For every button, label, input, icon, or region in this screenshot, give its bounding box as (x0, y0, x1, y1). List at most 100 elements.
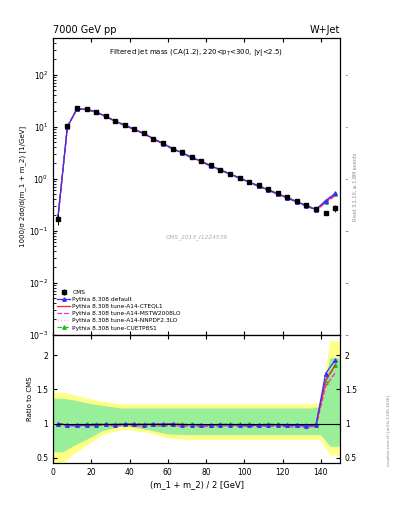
Pythia 8.308 tune-CUETP8S1 (180, 150, 185, 156)
Pythia 8.308 tune-A14-CTEQL1 (103, 113, 108, 119)
Line: Pythia 8.308 tune-CUETP8S1: Pythia 8.308 tune-CUETP8S1 (56, 107, 337, 220)
Line: Pythia 8.308 tune-A14-NNPDF2.3LO: Pythia 8.308 tune-A14-NNPDF2.3LO (58, 109, 335, 219)
Pythia 8.308 default (84, 106, 89, 113)
Pythia 8.308 tune-A14-NNPDF2.3LO (113, 118, 118, 124)
Pythia 8.308 default (295, 199, 299, 205)
Pythia 8.308 tune-A14-MSTW2008LO (75, 106, 79, 112)
Pythia 8.308 tune-CUETP8S1 (65, 123, 70, 130)
Pythia 8.308 default (94, 109, 99, 115)
Pythia 8.308 default (103, 113, 108, 119)
Pythia 8.308 tune-A14-NNPDF2.3LO (237, 175, 242, 181)
Pythia 8.308 tune-A14-CTEQL1 (275, 191, 280, 197)
Pythia 8.308 tune-A14-NNPDF2.3LO (55, 216, 60, 222)
Pythia 8.308 default (123, 122, 127, 128)
Pythia 8.308 tune-A14-NNPDF2.3LO (161, 141, 165, 147)
Pythia 8.308 tune-A14-CTEQL1 (132, 126, 137, 133)
Text: Filtered jet mass (CA(1.2), 220<p$_\mathregular{T}$<300, |y|<2.5): Filtered jet mass (CA(1.2), 220<p$_\math… (110, 47, 283, 58)
X-axis label: (m_1 + m_2) / 2 [GeV]: (m_1 + m_2) / 2 [GeV] (149, 480, 244, 489)
Text: CMS_2013_I1224539: CMS_2013_I1224539 (165, 234, 228, 240)
Pythia 8.308 tune-A14-CTEQL1 (170, 145, 175, 152)
Pythia 8.308 tune-A14-NNPDF2.3LO (304, 203, 309, 209)
Pythia 8.308 tune-A14-CTEQL1 (84, 106, 89, 113)
Pythia 8.308 tune-A14-NNPDF2.3LO (266, 187, 271, 193)
Pythia 8.308 tune-A14-NNPDF2.3LO (285, 195, 290, 201)
Pythia 8.308 tune-A14-MSTW2008LO (161, 141, 165, 147)
Pythia 8.308 tune-A14-NNPDF2.3LO (333, 192, 338, 198)
Pythia 8.308 tune-A14-MSTW2008LO (94, 109, 99, 115)
Pythia 8.308 tune-A14-CTEQL1 (123, 122, 127, 128)
Pythia 8.308 tune-CUETP8S1 (151, 136, 156, 142)
Y-axis label: Ratio to CMS: Ratio to CMS (27, 377, 33, 421)
Pythia 8.308 tune-CUETP8S1 (256, 183, 261, 189)
Pythia 8.308 default (199, 158, 204, 164)
Pythia 8.308 default (151, 136, 156, 142)
Pythia 8.308 tune-A14-NNPDF2.3LO (323, 200, 328, 206)
Pythia 8.308 default (141, 131, 146, 137)
Pythia 8.308 tune-CUETP8S1 (75, 105, 79, 112)
Pythia 8.308 tune-A14-MSTW2008LO (151, 136, 156, 142)
Pythia 8.308 tune-A14-NNPDF2.3LO (314, 207, 318, 213)
Pythia 8.308 tune-A14-MSTW2008LO (55, 216, 60, 222)
Pythia 8.308 tune-A14-NNPDF2.3LO (170, 146, 175, 152)
Pythia 8.308 tune-A14-MSTW2008LO (256, 183, 261, 189)
Pythia 8.308 tune-A14-MSTW2008LO (180, 150, 185, 156)
Pythia 8.308 tune-A14-MSTW2008LO (333, 193, 338, 199)
Pythia 8.308 tune-A14-MSTW2008LO (113, 118, 118, 124)
Pythia 8.308 tune-CUETP8S1 (141, 130, 146, 136)
Pythia 8.308 tune-A14-CTEQL1 (266, 187, 271, 193)
Pythia 8.308 tune-A14-MSTW2008LO (141, 131, 146, 137)
Pythia 8.308 tune-CUETP8S1 (199, 158, 204, 164)
Pythia 8.308 tune-CUETP8S1 (132, 126, 137, 132)
Pythia 8.308 tune-A14-CTEQL1 (228, 171, 232, 177)
Pythia 8.308 tune-A14-MSTW2008LO (84, 106, 89, 113)
Pythia 8.308 tune-A14-MSTW2008LO (266, 187, 271, 194)
Pythia 8.308 tune-A14-NNPDF2.3LO (275, 191, 280, 197)
Pythia 8.308 tune-A14-NNPDF2.3LO (84, 106, 89, 113)
Pythia 8.308 tune-A14-NNPDF2.3LO (218, 167, 223, 173)
Pythia 8.308 tune-A14-MSTW2008LO (304, 203, 309, 209)
Pythia 8.308 tune-A14-MSTW2008LO (199, 159, 204, 165)
Pythia 8.308 tune-A14-NNPDF2.3LO (151, 136, 156, 142)
Pythia 8.308 tune-CUETP8S1 (314, 206, 318, 212)
Pythia 8.308 tune-A14-NNPDF2.3LO (295, 199, 299, 205)
Pythia 8.308 tune-CUETP8S1 (170, 145, 175, 152)
Pythia 8.308 default (161, 140, 165, 146)
Line: Pythia 8.308 tune-A14-MSTW2008LO: Pythia 8.308 tune-A14-MSTW2008LO (58, 109, 335, 219)
Pythia 8.308 tune-CUETP8S1 (228, 170, 232, 177)
Line: Pythia 8.308 default: Pythia 8.308 default (56, 107, 337, 220)
Pythia 8.308 tune-A14-CTEQL1 (333, 191, 338, 198)
Line: Pythia 8.308 tune-A14-CTEQL1: Pythia 8.308 tune-A14-CTEQL1 (58, 109, 335, 219)
Pythia 8.308 tune-A14-CTEQL1 (237, 175, 242, 181)
Pythia 8.308 tune-A14-CTEQL1 (55, 216, 60, 222)
Pythia 8.308 tune-A14-CTEQL1 (180, 150, 185, 156)
Pythia 8.308 tune-A14-MSTW2008LO (209, 163, 213, 169)
Legend: CMS, Pythia 8.308 default, Pythia 8.308 tune-A14-CTEQL1, Pythia 8.308 tune-A14-M: CMS, Pythia 8.308 default, Pythia 8.308 … (56, 288, 182, 332)
Pythia 8.308 tune-A14-CTEQL1 (94, 109, 99, 115)
Pythia 8.308 default (180, 150, 185, 156)
Pythia 8.308 tune-CUETP8S1 (304, 202, 309, 208)
Pythia 8.308 default (65, 123, 70, 130)
Pythia 8.308 default (304, 203, 309, 209)
Pythia 8.308 tune-A14-MSTW2008LO (237, 176, 242, 182)
Pythia 8.308 tune-CUETP8S1 (237, 175, 242, 181)
Pythia 8.308 tune-A14-CTEQL1 (75, 106, 79, 112)
Pythia 8.308 tune-A14-MSTW2008LO (189, 155, 194, 161)
Pythia 8.308 tune-CUETP8S1 (323, 199, 328, 205)
Pythia 8.308 tune-A14-NNPDF2.3LO (103, 114, 108, 120)
Pythia 8.308 tune-CUETP8S1 (94, 109, 99, 115)
Pythia 8.308 tune-A14-NNPDF2.3LO (189, 155, 194, 161)
Text: W+Jet: W+Jet (310, 25, 340, 35)
Pythia 8.308 tune-A14-MSTW2008LO (218, 167, 223, 174)
Pythia 8.308 default (266, 187, 271, 193)
Pythia 8.308 tune-CUETP8S1 (84, 106, 89, 112)
Pythia 8.308 default (55, 216, 60, 222)
Pythia 8.308 tune-A14-CTEQL1 (218, 167, 223, 173)
Pythia 8.308 tune-CUETP8S1 (333, 191, 338, 198)
Pythia 8.308 tune-A14-MSTW2008LO (285, 195, 290, 201)
Pythia 8.308 tune-A14-CTEQL1 (314, 206, 318, 212)
Pythia 8.308 default (333, 190, 338, 197)
Text: 7000 GeV pp: 7000 GeV pp (53, 25, 117, 35)
Pythia 8.308 tune-CUETP8S1 (285, 195, 290, 201)
Pythia 8.308 tune-CUETP8S1 (123, 122, 127, 128)
Pythia 8.308 tune-CUETP8S1 (275, 190, 280, 197)
